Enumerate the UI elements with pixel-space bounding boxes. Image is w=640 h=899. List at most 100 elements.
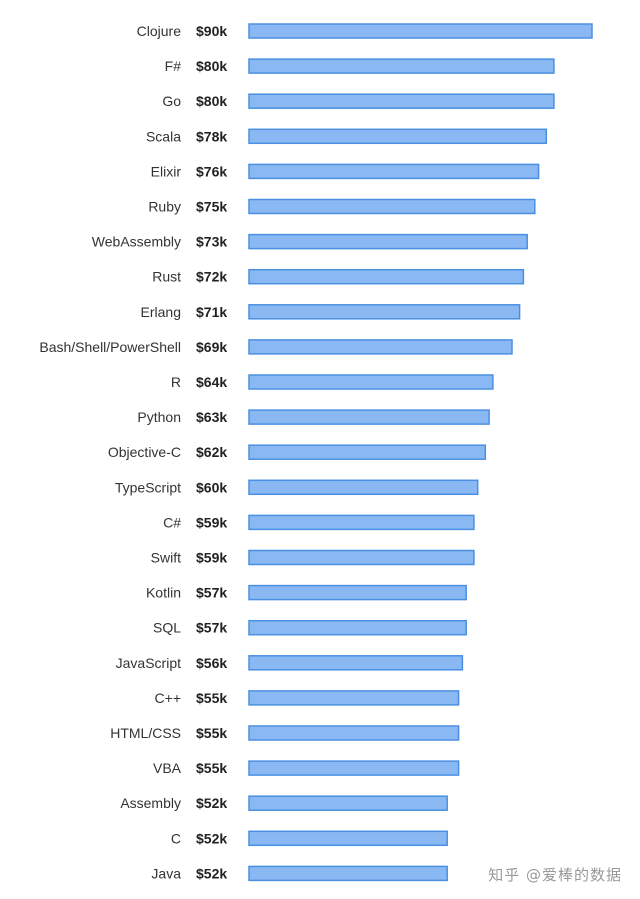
value-label: $57k [196, 620, 227, 636]
bar-row: R $64k [171, 374, 494, 390]
category-label: C [171, 830, 181, 846]
bar [248, 760, 460, 776]
bar-row: Go $80k [162, 93, 555, 109]
bar-row: HTML/CSS $55k [110, 725, 460, 741]
bar-row: SQL $57k [153, 619, 467, 636]
bar [248, 865, 448, 882]
bar-row: C# $59k [163, 514, 475, 531]
bar-row: Assembly $52k [120, 795, 448, 811]
category-label: F# [165, 58, 182, 74]
category-label: Kotlin [146, 585, 181, 601]
value-label: $80k [196, 58, 227, 74]
bar [248, 374, 494, 390]
bar [248, 268, 525, 285]
value-label: $59k [196, 550, 227, 566]
value-label: $75k [196, 199, 227, 215]
category-label: Clojure [137, 23, 182, 39]
value-label: $52k [196, 795, 227, 811]
bar [248, 655, 464, 671]
bar [248, 93, 555, 109]
bar [248, 444, 487, 460]
bar-row: VBA $55k [153, 760, 460, 776]
bar-row: Python $63k [137, 409, 490, 425]
value-label: $59k [196, 514, 227, 530]
bar [248, 725, 460, 741]
category-label: Rust [152, 269, 181, 285]
value-label: $56k [196, 655, 227, 671]
value-label: $71k [196, 304, 227, 320]
category-label: SQL [153, 620, 181, 636]
category-label: Elixir [151, 163, 182, 179]
bar [248, 795, 448, 811]
category-label: Assembly [120, 795, 181, 811]
value-label: $80k [196, 93, 227, 109]
bar [248, 128, 548, 145]
category-label: HTML/CSS [110, 725, 181, 741]
bar [248, 619, 467, 636]
category-label: Python [137, 409, 181, 425]
bar [248, 233, 528, 250]
bar-row: Kotlin $57k [146, 584, 467, 601]
value-label: $55k [196, 690, 227, 706]
value-label: $63k [196, 409, 227, 425]
category-label: TypeScript [115, 479, 181, 495]
category-label: Go [162, 93, 181, 109]
category-label: Bash/Shell/PowerShell [39, 339, 181, 355]
bar [248, 198, 536, 215]
bar-row: Java $52k [151, 865, 448, 882]
value-label: $52k [196, 830, 227, 846]
bar-row: Elixir $76k [151, 163, 540, 180]
value-label: $69k [196, 339, 227, 355]
category-label: Swift [151, 550, 181, 566]
bar-row: TypeScript $60k [115, 479, 479, 496]
bar [248, 339, 513, 355]
bar-row: C $52k [171, 830, 448, 847]
bar [248, 479, 479, 496]
value-label: $76k [196, 163, 227, 179]
category-label: C# [163, 514, 181, 530]
bar [248, 58, 555, 74]
bar-row: C++ $55k [155, 690, 460, 706]
value-label: $55k [196, 725, 227, 741]
category-label: R [171, 374, 181, 390]
category-label: C++ [155, 690, 181, 706]
bar [248, 690, 460, 706]
category-label: VBA [153, 760, 182, 776]
category-label: Erlang [141, 304, 181, 320]
category-label: Ruby [148, 199, 181, 215]
value-label: $62k [196, 444, 227, 460]
category-label: Scala [146, 128, 181, 144]
value-label: $78k [196, 128, 227, 144]
bar [248, 163, 540, 180]
value-label: $60k [196, 479, 227, 495]
category-label: Java [151, 865, 181, 881]
bar [248, 830, 448, 847]
bar-row: Objective-C $62k [108, 444, 487, 460]
value-label: $64k [196, 374, 227, 390]
bar-row: Clojure $90k [137, 23, 593, 39]
bar-row: Rust $72k [152, 268, 525, 285]
value-label: $73k [196, 234, 227, 250]
bar-row: F# $80k [165, 58, 555, 74]
bar-row: Erlang $71k [141, 304, 521, 320]
bar [248, 514, 475, 531]
bar-row: Scala $78k [146, 128, 548, 145]
bar [248, 304, 521, 320]
bar-row: WebAssembly $73k [92, 233, 528, 250]
value-label: $72k [196, 269, 227, 285]
watermark-text: 知乎 @爱棒的数据 [488, 866, 622, 884]
bar [248, 584, 467, 601]
value-label: $55k [196, 760, 227, 776]
bar [248, 23, 593, 39]
value-label: $52k [196, 865, 227, 881]
bar-row: Bash/Shell/PowerShell $69k [39, 339, 513, 355]
category-label: Objective-C [108, 444, 181, 460]
bar [248, 409, 490, 425]
category-label: WebAssembly [92, 234, 181, 250]
bar [248, 549, 475, 566]
category-label: JavaScript [116, 655, 181, 671]
bar-row: JavaScript $56k [116, 655, 464, 671]
bar-row: Swift $59k [151, 549, 475, 566]
